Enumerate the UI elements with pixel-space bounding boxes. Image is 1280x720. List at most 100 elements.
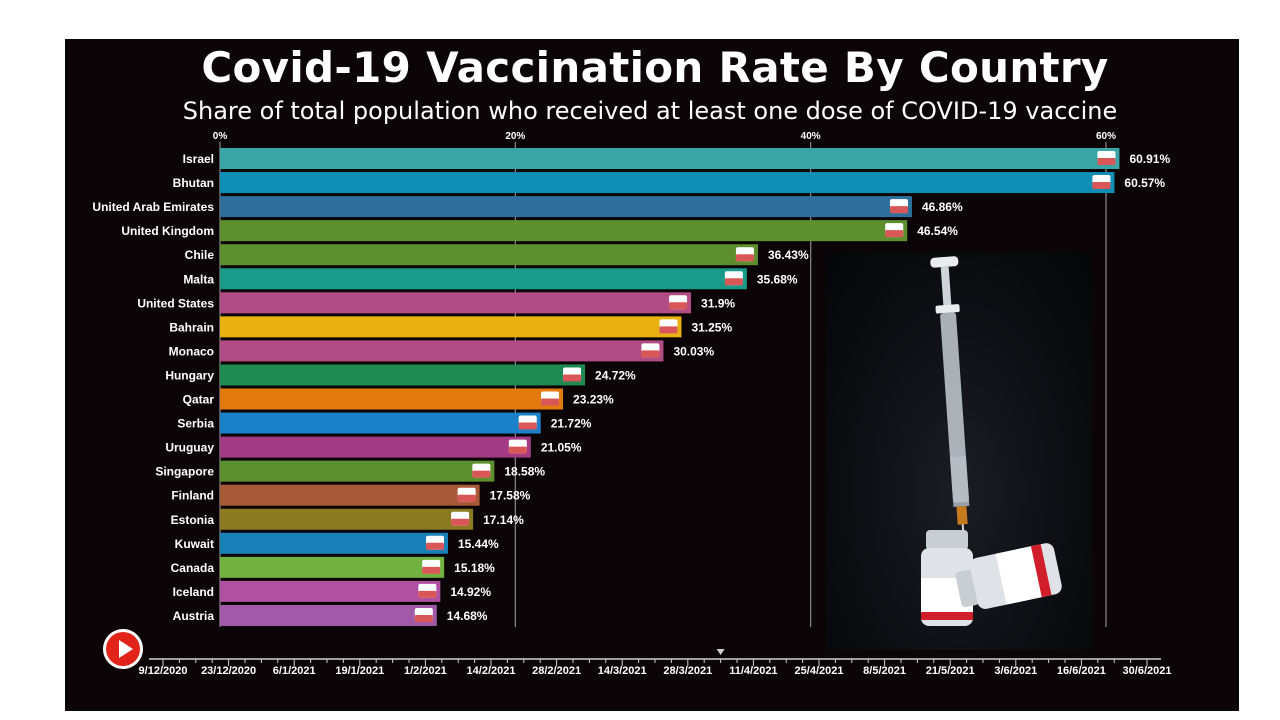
category-label: Chile: [185, 248, 215, 262]
flag-icon: [1092, 175, 1111, 190]
flag-icon: [889, 199, 908, 214]
category-label: Kuwait: [175, 537, 214, 551]
value-label: 14.92%: [450, 585, 491, 599]
timeline-date-label: 16/6/2021: [1057, 665, 1106, 677]
flag-icon: [451, 511, 470, 526]
bar: [220, 436, 531, 458]
bar: [220, 172, 1115, 194]
bar: [220, 268, 747, 290]
flag-icon: [563, 367, 582, 382]
bar: [220, 460, 495, 482]
flag-icon: [414, 607, 433, 622]
timeline-date-label: 3/6/2021: [994, 665, 1037, 677]
play-button[interactable]: [103, 629, 143, 669]
timeline-date-label: 19/1/2021: [335, 665, 384, 677]
flag-icon: [641, 343, 660, 358]
bottom-bar: [0, 711, 1280, 720]
chart-title: Covid-19 Vaccination Rate By Country: [201, 43, 1109, 92]
flag-icon: [669, 295, 688, 310]
flag-icon: [541, 391, 560, 406]
flag-icon: [518, 415, 537, 430]
value-label: 36.43%: [768, 248, 809, 262]
value-label: 17.58%: [490, 489, 531, 503]
bar: [220, 292, 692, 314]
category-label: Bahrain: [169, 320, 214, 334]
bar: [220, 580, 441, 602]
flag-icon: [472, 463, 491, 478]
flag-icon: [659, 319, 678, 334]
category-label: Monaco: [169, 344, 214, 358]
category-label: Qatar: [183, 393, 215, 407]
category-label: Iceland: [173, 585, 214, 599]
value-label: 18.58%: [504, 465, 545, 479]
bar: [220, 388, 564, 410]
category-label: Austria: [173, 609, 215, 623]
bars: Israel 60.91% Bhutan 60.57% United Arab Emir…: [92, 148, 1170, 626]
flag-icon: [425, 535, 444, 550]
bar-chart: 0% 20% 40% 60% Israel 60.91% Bhutan 60.57% Unite…: [92, 131, 1172, 677]
flag-icon: [508, 439, 527, 454]
timeline-date-label: 21/5/2021: [926, 665, 975, 677]
bar: [220, 532, 448, 554]
category-label: United States: [137, 296, 214, 310]
flag-icon: [885, 223, 904, 238]
bar: [220, 148, 1120, 169]
category-label: Canada: [171, 561, 215, 575]
value-label: 35.68%: [757, 272, 798, 286]
flag-icon: [422, 559, 441, 574]
bar: [220, 316, 682, 338]
timeline-date-label: 6/1/2021: [273, 665, 316, 677]
value-label: 31.25%: [691, 320, 732, 334]
timeline-axis: 9/12/2020 23/12/2020 6/1/2021 19/1/2021 1/2/…: [139, 649, 1172, 677]
category-label: Malta: [183, 272, 214, 286]
category-label: United Kingdom: [121, 224, 214, 238]
vaccine-photo: [826, 252, 1092, 650]
category-label: Hungary: [165, 368, 214, 382]
category-label: Finland: [171, 489, 214, 503]
bar: [220, 364, 586, 386]
timeline-date-label: 1/2/2021: [404, 665, 447, 677]
timeline-date-label: 30/6/2021: [1123, 665, 1172, 677]
x-tick-label: 20%: [505, 131, 525, 142]
bar: [220, 556, 445, 578]
value-label: 15.44%: [458, 537, 499, 551]
timeline-date-label: 11/4/2021: [729, 665, 777, 677]
timeline-date-label: 14/2/2021: [467, 665, 516, 677]
category-label: Singapore: [155, 465, 214, 479]
timeline-date-label: 28/2/2021: [532, 665, 581, 677]
flag-icon: [418, 583, 437, 598]
timeline-date-label: 8/5/2021: [863, 665, 906, 677]
value-label: 17.14%: [483, 513, 524, 527]
bar: [220, 484, 480, 506]
category-label: Bhutan: [173, 176, 214, 190]
bar: [220, 604, 437, 626]
timeline-marker: [716, 649, 725, 655]
category-label: Serbia: [177, 417, 214, 431]
value-label: 46.86%: [922, 200, 963, 214]
flag-icon: [724, 271, 743, 286]
category-label: Uruguay: [165, 441, 214, 455]
x-tick-label: 60%: [1096, 131, 1116, 142]
timeline-date-label: 9/12/2020: [139, 665, 188, 677]
x-tick-label: 0%: [213, 131, 228, 142]
bar: [220, 220, 908, 242]
value-label: 60.91%: [1129, 152, 1170, 166]
timeline-date-label: 23/12/2020: [201, 665, 256, 677]
value-label: 15.18%: [454, 561, 495, 575]
timeline-date-label: 25/4/2021: [795, 665, 844, 677]
category-label: Estonia: [171, 513, 215, 527]
value-label: 24.72%: [595, 368, 636, 382]
bar: [220, 508, 474, 530]
flag-icon: [1097, 151, 1116, 165]
bar: [220, 340, 664, 362]
value-label: 46.54%: [917, 224, 958, 238]
value-label: 21.05%: [541, 441, 582, 455]
value-label: 60.57%: [1124, 176, 1165, 190]
bar: [220, 244, 758, 266]
category-label: United Arab Emirates: [92, 200, 214, 214]
value-label: 14.68%: [447, 609, 488, 623]
chart-frame: Covid-19 Vaccination Rate By Country Sha…: [65, 39, 1239, 711]
bar: [220, 412, 541, 434]
bar: [220, 196, 912, 218]
value-label: 21.72%: [551, 417, 592, 431]
